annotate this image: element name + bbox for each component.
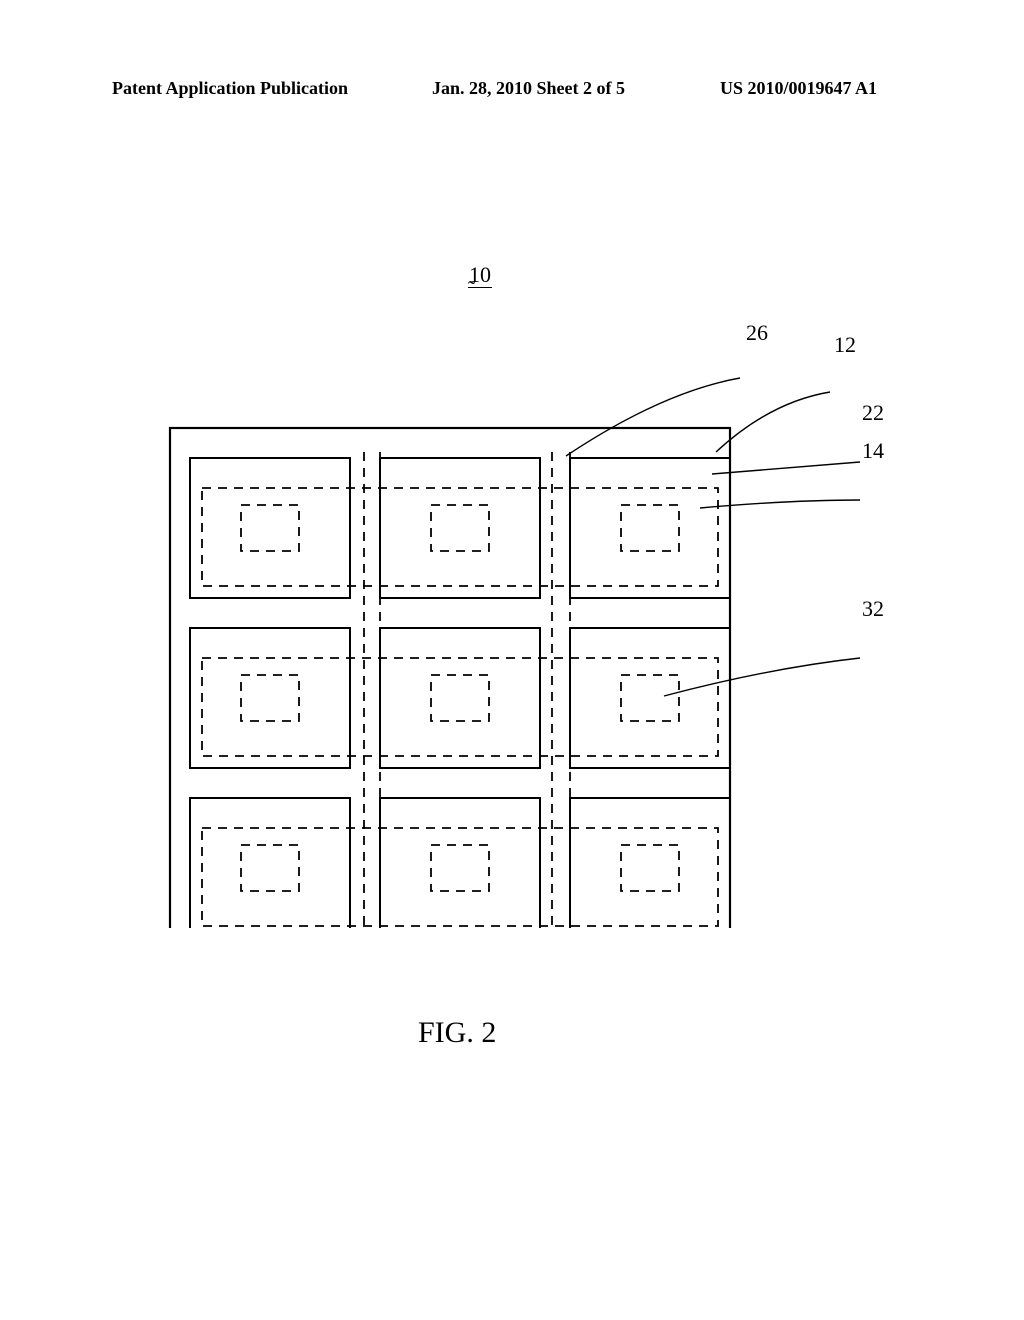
assembly-number-tilde: ˜ — [468, 276, 475, 302]
assembly-number: 10 ˜ — [468, 262, 492, 288]
label-26: 26 — [746, 320, 768, 346]
diagram-svg — [160, 368, 880, 928]
header-center: Jan. 28, 2010 Sheet 2 of 5 — [432, 78, 625, 99]
header-right: US 2010/0019647 A1 — [720, 78, 877, 99]
label-12: 12 — [834, 332, 856, 358]
page: Patent Application Publication Jan. 28, … — [0, 0, 1024, 1320]
figure-diagram — [160, 368, 880, 928]
label-32: 32 — [862, 596, 884, 622]
label-22: 22 — [862, 400, 884, 426]
header-left: Patent Application Publication — [112, 78, 348, 99]
figure-caption: FIG. 2 — [418, 1016, 496, 1050]
label-14: 14 — [862, 438, 884, 464]
